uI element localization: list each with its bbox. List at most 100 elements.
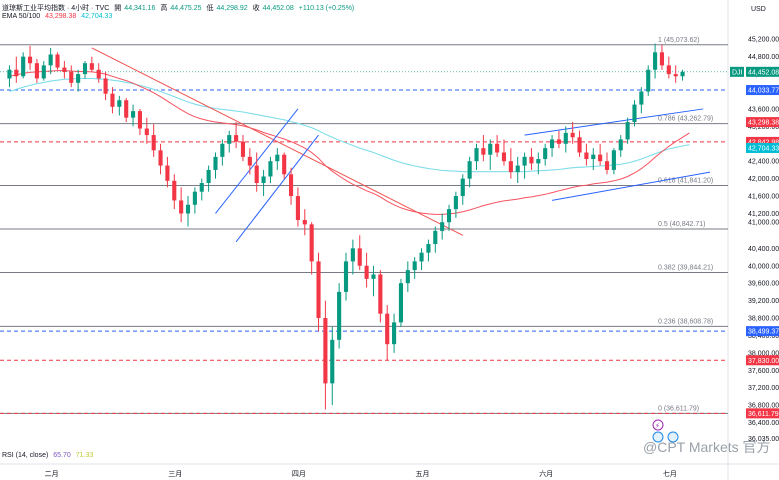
candle (563, 126, 568, 153)
candle (632, 100, 637, 127)
candle-body (680, 71, 685, 77)
fib-label: 0.382 (39,844.21) (658, 265, 713, 272)
y-tick-label: 36,400.00 (748, 420, 779, 427)
candle-body (165, 165, 170, 181)
candle-body (14, 69, 19, 77)
candle-body (488, 143, 493, 155)
candle (247, 148, 252, 175)
candle-body (536, 159, 541, 164)
rsi-label: RSI (14, close) (2, 452, 49, 459)
y-tick-label: 38,800.00 (748, 316, 779, 323)
candle-body (62, 67, 67, 72)
candle (234, 122, 239, 149)
candle (433, 226, 438, 253)
candle-body (543, 148, 548, 160)
candle (481, 135, 486, 162)
candle (536, 152, 541, 175)
candle (646, 65, 651, 96)
candle-body (69, 71, 74, 83)
candle-body (653, 52, 658, 70)
candle (103, 71, 108, 101)
candle (673, 65, 678, 83)
candle-body (76, 74, 81, 83)
candle (254, 152, 259, 192)
fib-label: 0.236 (38,608.78) (658, 318, 713, 325)
candle (213, 152, 218, 179)
candle-body (27, 56, 33, 64)
candle-body (268, 161, 273, 177)
candle (48, 47, 53, 75)
trendline (524, 108, 704, 136)
candle-body (103, 78, 108, 94)
candle-body (632, 104, 637, 123)
price-tag: 42,704.33 (748, 145, 779, 152)
open-value: 44,341.16 (124, 5, 156, 12)
y-tick-label: 39,200.00 (748, 298, 779, 305)
ema50-line (9, 70, 690, 215)
fib-retracement: 1 (45,073.62) 0.786 (43,262.79) 0.618 (41,… (0, 37, 728, 414)
candle (295, 187, 300, 227)
candle-body (131, 111, 136, 118)
candle (220, 139, 225, 166)
candle (495, 135, 500, 157)
fib-label: 0.618 (41,841.20) (658, 178, 713, 185)
candle (653, 43, 658, 79)
price-tag-box (746, 136, 779, 147)
candle (343, 252, 349, 301)
candle-body (213, 156, 218, 170)
fib-label: 0 (36,611.79) (658, 405, 699, 412)
y-tick-label: 45,200.00 (748, 37, 779, 44)
candle-body (426, 243, 431, 253)
candle (467, 156, 472, 188)
candle-body (419, 252, 424, 262)
candle-body (522, 156, 527, 166)
horizontal-lines (0, 71, 728, 414)
candle-body (41, 65, 46, 79)
candle (598, 143, 603, 166)
candle (591, 148, 596, 170)
watermark: @CPT Markets 官方 (643, 439, 771, 455)
y-tick-label: 41,000.00 (748, 220, 779, 227)
y-tick-label: 41,600.00 (748, 194, 779, 201)
candle-body (577, 137, 582, 153)
candle (288, 167, 294, 205)
candle-body (460, 178, 465, 197)
candle (316, 252, 321, 332)
candle (474, 143, 479, 170)
candle-body (323, 318, 328, 384)
y-tick-label: 41,200.00 (748, 211, 779, 218)
candle-body (584, 152, 589, 160)
candle (144, 117, 149, 144)
price-tags: DJI 44,452.0844,033.7743,298.3842,842.984… (730, 66, 779, 419)
candle-body (433, 230, 438, 244)
ema-legend[interactable]: EMA 50/100 43,298.38 42,704.33 (2, 13, 115, 20)
candle-body (151, 135, 156, 151)
candle-body (357, 248, 362, 266)
candle (508, 148, 513, 179)
candle-body (378, 274, 383, 314)
candle-body (673, 74, 678, 77)
candle (350, 239, 355, 275)
currency-label[interactable]: USD (751, 6, 766, 13)
rsi-legend[interactable]: RSI (14, close) 65.70 71.33 (2, 452, 96, 459)
candle-body (666, 65, 671, 75)
trendlines (91, 47, 711, 243)
candle (659, 44, 665, 70)
candle (680, 69, 685, 81)
candle (501, 139, 507, 166)
candle (584, 143, 589, 166)
x-axis: 二月 三月 四月 五月 六月 七月 (45, 469, 677, 478)
candle-body (639, 91, 644, 105)
fib-label: 0.786 (43,262.79) (658, 116, 713, 123)
y-tick-label: 37,200.00 (748, 385, 779, 392)
candle-body (240, 141, 246, 157)
candle (446, 204, 452, 231)
candle (337, 283, 342, 349)
y-tick-label: 40,400.00 (748, 246, 779, 253)
candle (604, 152, 610, 175)
candle-body (371, 274, 376, 279)
candle (405, 261, 410, 292)
candle-body (137, 111, 142, 129)
